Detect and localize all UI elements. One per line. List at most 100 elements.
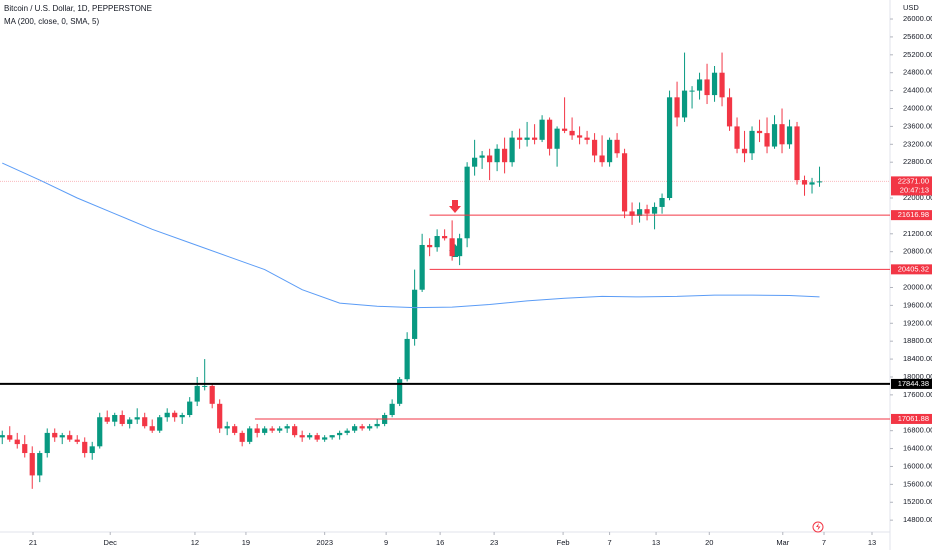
candle-body [524,137,530,140]
candle-body [651,206,658,214]
candle-body [254,428,260,433]
x-tick-label: 13 [652,538,660,547]
y-tick-label: 16800.00 [903,426,932,435]
candle-body [606,139,613,163]
candle-body [52,432,58,438]
y-tick-label: 25600.00 [903,32,932,41]
candle-body [322,437,328,440]
y-tick-label: 26000.00 [903,14,932,23]
candle-body [419,244,425,290]
level-label: 20405.32 [898,264,929,273]
candle-body [97,417,103,447]
candle-body [367,426,373,429]
candle-body [457,238,463,257]
candle-body [224,426,230,429]
indicator-label: MA (200, close, 0, SMA, 5) [4,17,99,26]
y-tick-label: 25200.00 [903,50,932,59]
y-tick-label: 22000.00 [903,193,932,202]
candle-body [749,130,755,154]
candle-body [187,401,193,416]
y-tick-label: 20800.00 [903,247,932,256]
candle-body [816,181,823,183]
candle-body [209,385,215,404]
y-tick-label: 23600.00 [903,121,932,130]
candle-body [337,432,343,436]
candle-body [344,430,350,433]
currency-label: USD [903,3,919,12]
x-tick-label: 12 [191,538,199,547]
y-tick-label: 15200.00 [903,497,932,506]
candle-body [194,385,200,402]
candle-body [464,166,470,239]
y-tick-label: 24400.00 [903,86,932,95]
x-tick-label: 9 [384,538,388,547]
candle-body [764,133,770,147]
x-tick-label: 16 [436,538,444,547]
candle-body [644,209,650,214]
candle-body [382,415,388,424]
x-tick-label: Mar [776,538,789,547]
candle-body [232,426,238,433]
candle-body [127,419,133,424]
y-tick-label: 23200.00 [903,139,932,148]
candle-body [719,72,725,98]
candle-body [412,289,418,339]
y-tick-label: 16400.00 [903,444,932,453]
candle-body [269,428,275,431]
candle-body [247,428,253,442]
moving-average [2,162,820,309]
candle-body [104,417,110,422]
candle-body [134,417,140,420]
candle-body [756,130,763,134]
candle-body [696,79,703,91]
candle-body [352,426,358,431]
candle-body [554,128,560,149]
candle-body [801,180,808,185]
candle-body [449,238,455,257]
candle-body [59,435,65,438]
candle-body [329,435,335,438]
candle-body [711,72,718,96]
y-tick-label: 20000.00 [903,282,932,291]
candle-body [734,126,740,149]
candle-body [636,209,643,216]
alert-icon[interactable] [812,521,824,533]
candle-body [659,197,665,207]
level-label: 17061.88 [898,414,929,423]
y-tick-label: 22800.00 [903,157,932,166]
candle-body [142,417,148,427]
candle-body [621,153,628,212]
candle-body [239,432,245,442]
candle-body [666,97,673,198]
candle-body [546,119,553,149]
y-tick-label: 24000.00 [903,103,932,112]
candle-body [472,157,478,167]
y-tick-label: 21200.00 [903,229,932,238]
candle-body [681,90,688,118]
y-tick-label: 18800.00 [903,336,932,345]
candle-body [442,236,448,239]
candle-body [434,236,440,248]
y-tick-label: 18400.00 [903,354,932,363]
x-tick-label: 7 [822,538,826,547]
candle-body [704,79,710,96]
candle-body [14,439,20,445]
candle-body [202,385,208,387]
y-tick-label: 15600.00 [903,479,932,488]
candle-body [809,182,815,185]
x-tick-label: 2023 [316,538,333,547]
x-tick-label: Feb [557,538,570,547]
candle-body [786,126,793,145]
candle-body [599,155,605,163]
x-tick-label: 19 [242,538,250,547]
candle-body [561,128,568,131]
x-tick-label: Dec [104,538,118,547]
candle-body [517,137,523,140]
x-tick-label: 21 [29,538,37,547]
candle-body [674,97,680,118]
x-tick-label: 23 [490,538,498,547]
candle-body [284,426,290,429]
candle-body [179,415,185,418]
candle-body [584,137,590,140]
